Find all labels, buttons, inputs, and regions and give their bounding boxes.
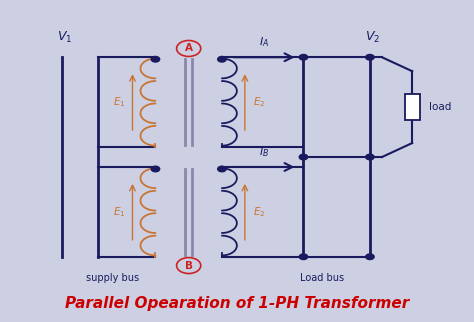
FancyBboxPatch shape [405,94,420,120]
Text: $I_A$: $I_A$ [259,35,269,49]
Text: $I_B$: $I_B$ [259,145,269,159]
Circle shape [299,254,308,260]
Text: $E_2$: $E_2$ [253,205,265,219]
Circle shape [177,258,201,273]
Circle shape [299,154,308,160]
Circle shape [365,54,374,60]
Text: $V_2$: $V_2$ [365,30,381,45]
Circle shape [151,166,160,172]
Circle shape [299,54,308,60]
Text: $E_2$: $E_2$ [253,95,265,109]
Text: supply bus: supply bus [86,273,139,283]
Circle shape [177,41,201,56]
Circle shape [365,154,374,160]
Text: load: load [429,102,451,112]
Circle shape [151,56,160,62]
Circle shape [218,166,226,172]
Text: B: B [185,260,192,270]
Text: A: A [185,43,192,53]
Text: Load bus: Load bus [301,273,345,283]
Text: $E_1$: $E_1$ [113,205,126,219]
Text: Parallel Opearation of 1-PH Transformer: Parallel Opearation of 1-PH Transformer [65,296,409,311]
Circle shape [218,56,226,62]
Text: $E_1$: $E_1$ [113,95,126,109]
Circle shape [365,254,374,260]
Text: $V_1$: $V_1$ [57,30,73,45]
